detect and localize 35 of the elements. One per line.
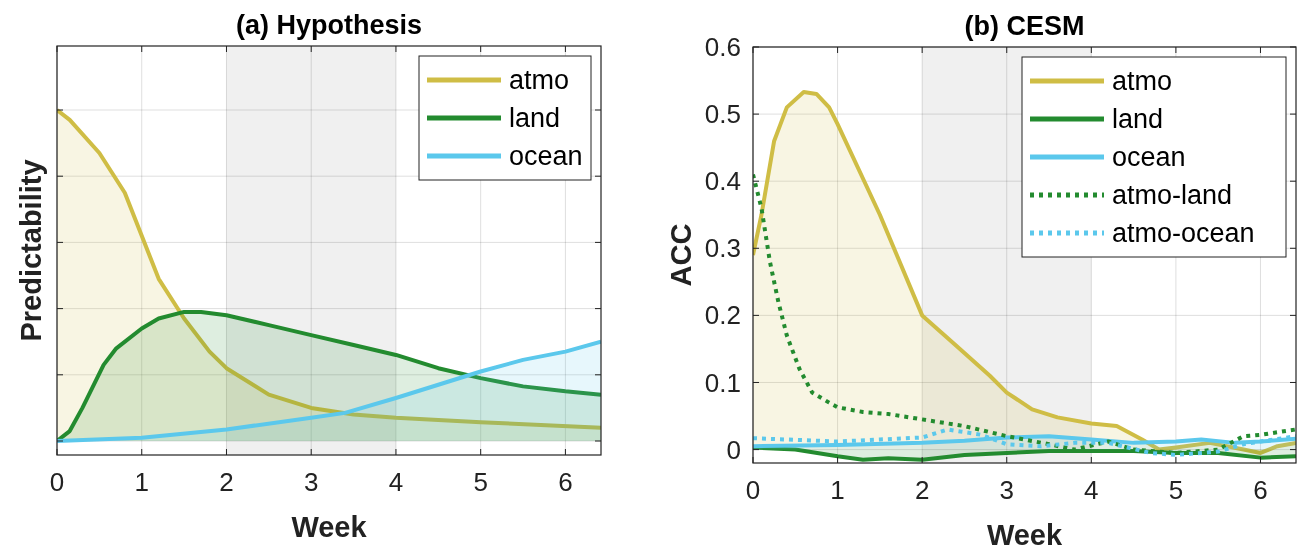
- x-tick-label: 2: [914, 475, 930, 505]
- x-tick-label: 5: [473, 467, 488, 497]
- x-tick-label: 2: [219, 467, 234, 497]
- y-axis-title: Predictability: [15, 159, 47, 342]
- chart-title: (a) Hypothesis: [235, 10, 423, 40]
- x-tick-label: 3: [303, 467, 319, 497]
- y-tick-label: 0.4: [704, 166, 741, 197]
- legend-label: atmo-land: [1112, 180, 1233, 211]
- x-tick-label: 0: [745, 475, 761, 505]
- legend-label: ocean: [509, 141, 583, 172]
- legend-label: atmo: [1112, 66, 1173, 97]
- x-tick-label: 5: [1168, 475, 1184, 505]
- x-tick-label: 3: [999, 475, 1014, 505]
- y-tick-label: 0: [726, 434, 741, 465]
- x-tick-label: 0: [49, 467, 65, 497]
- legend-label: atmo: [509, 65, 570, 96]
- x-tick-label: 4: [388, 467, 404, 497]
- x-tick-label: 6: [1253, 475, 1268, 505]
- x-axis-title: Week: [986, 519, 1063, 551]
- x-tick-label: 4: [1084, 475, 1099, 505]
- y-tick-label: 0.1: [704, 367, 741, 398]
- x-axis-title: Week: [291, 511, 368, 543]
- y-tick-label: 0.6: [704, 32, 741, 63]
- legend-label: land: [1112, 104, 1164, 135]
- x-tick-label: 6: [558, 467, 573, 497]
- y-tick-label: 0.5: [704, 99, 741, 130]
- y-tick-label: 0.3: [704, 233, 741, 264]
- y-tick-label: 0.2: [704, 300, 741, 331]
- x-tick-label: 1: [830, 475, 845, 505]
- legend-label: ocean: [1112, 142, 1186, 173]
- x-tick-label: 1: [134, 467, 149, 497]
- y-axis-title: ACC: [665, 223, 697, 287]
- legend-label: land: [509, 103, 561, 134]
- legend-label: atmo-ocean: [1112, 218, 1255, 249]
- chart-title: (b) CESM: [964, 11, 1085, 41]
